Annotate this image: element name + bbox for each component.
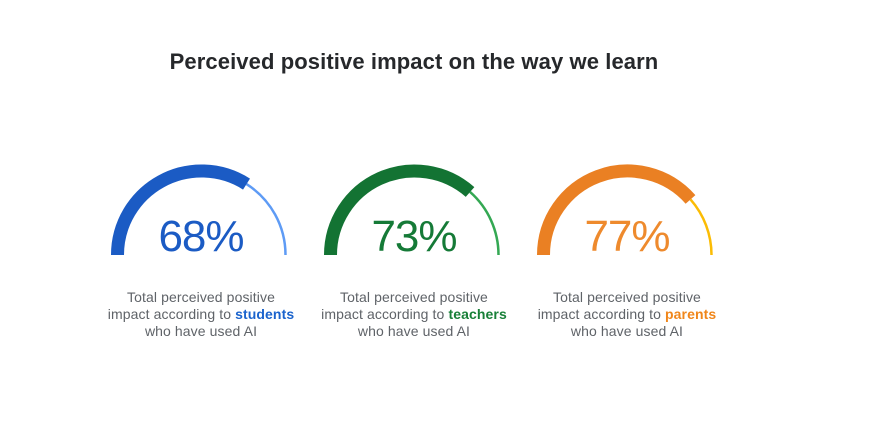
gauge-arc-svg xyxy=(536,164,713,256)
caption-keyword: parents xyxy=(665,306,717,322)
caption-line-3: who have used AI xyxy=(144,323,258,339)
gauge-value-label: 77% xyxy=(584,212,670,261)
caption-line-1: Total perceived positive xyxy=(127,289,275,305)
caption-line-2: impact according to students xyxy=(108,306,294,323)
gauge-caption: Total perceived positive impact accordin… xyxy=(321,289,507,340)
gauge-caption: Total perceived positive impact accordin… xyxy=(108,289,294,340)
caption-line-2: impact according to parents xyxy=(538,306,717,323)
caption-line-2-prefix: impact according to xyxy=(321,306,449,322)
gauge-parents: 77% Total perceived positive impact acco… xyxy=(521,158,734,340)
caption-line-2-prefix: impact according to xyxy=(537,306,665,322)
gauge-teachers: 73% Total perceived positive impact acco… xyxy=(308,158,521,340)
gauge-value-label: 68% xyxy=(158,212,244,261)
gauge-chart: 77% xyxy=(521,158,734,262)
caption-keyword: teachers xyxy=(448,306,507,322)
gauge-chart: 68% xyxy=(95,158,308,262)
chart-title: Perceived positive impact on the way we … xyxy=(169,49,659,74)
gauge-caption: Total perceived positive impact accordin… xyxy=(538,289,717,340)
caption-line-2: impact according to teachers xyxy=(321,306,507,323)
gauges-row: 68% Total perceived positive impact acco… xyxy=(0,158,828,340)
caption-line-1: Total perceived positive xyxy=(340,289,488,305)
gauge-arc-fill xyxy=(110,164,250,256)
gauge-arc-track xyxy=(468,191,500,256)
gauge-arc-track xyxy=(245,183,287,256)
gauge-arc-fill xyxy=(323,164,474,256)
gauge-value-label: 73% xyxy=(371,212,457,261)
gauge-arc-svg xyxy=(323,164,500,256)
caption-line-1: Total perceived positive xyxy=(553,289,701,305)
gauge-arc-fill xyxy=(536,164,695,256)
gauge-students: 68% Total perceived positive impact acco… xyxy=(95,158,308,340)
gauge-chart: 73% xyxy=(308,158,521,262)
gauge-arc-svg xyxy=(110,164,287,256)
gauge-arc-track xyxy=(689,198,713,256)
caption-line-3: who have used AI xyxy=(570,323,684,339)
caption-line-2-prefix: impact according to xyxy=(107,306,236,322)
caption-keyword: students xyxy=(235,306,295,322)
caption-line-3: who have used AI xyxy=(357,323,471,339)
